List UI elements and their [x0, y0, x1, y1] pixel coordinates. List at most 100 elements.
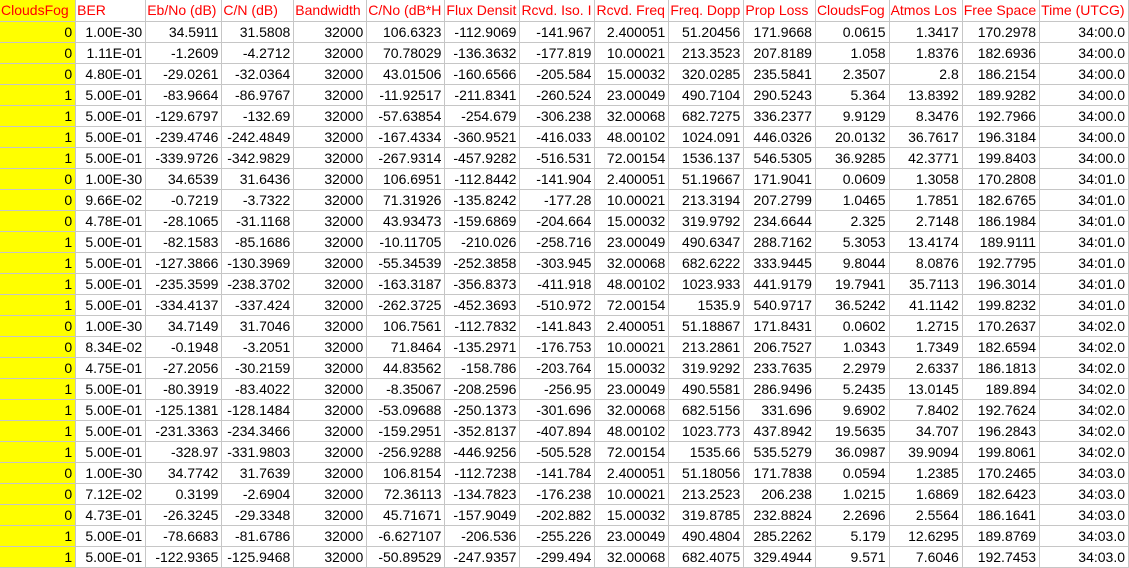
table-cell[interactable]: 36.5242	[815, 294, 890, 316]
table-cell[interactable]: 23.00049	[594, 231, 670, 253]
table-cell[interactable]: -26.3245	[145, 504, 223, 526]
table-cell[interactable]: 32000	[293, 231, 368, 253]
table-cell[interactable]: 2.400051	[594, 21, 670, 43]
table-cell[interactable]: -204.664	[519, 210, 596, 232]
table-cell[interactable]: -3.2051	[221, 336, 295, 358]
table-cell[interactable]: 43.93473	[366, 210, 446, 232]
table-cell[interactable]: 199.8403	[962, 147, 1041, 169]
table-cell[interactable]: -134.7823	[444, 483, 521, 505]
table-cell[interactable]: 106.8154	[366, 462, 446, 484]
table-cell[interactable]: 170.2808	[962, 168, 1041, 190]
table-cell[interactable]: 192.7453	[962, 546, 1041, 568]
table-cell[interactable]: 319.9792	[668, 210, 745, 232]
table-cell[interactable]: 32000	[293, 189, 368, 211]
table-cell[interactable]: 490.7104	[668, 84, 745, 106]
table-cell[interactable]: 34.6539	[145, 168, 223, 190]
table-cell[interactable]: -125.9468	[221, 546, 295, 568]
table-cell[interactable]: 2.400051	[594, 315, 670, 337]
table-cell[interactable]: -234.3466	[221, 420, 295, 442]
cloudsfog-flag-cell[interactable]: 1	[0, 252, 77, 274]
table-cell[interactable]: 32.00068	[594, 399, 670, 421]
table-cell[interactable]: -176.238	[519, 483, 596, 505]
table-cell[interactable]: 446.0326	[743, 126, 816, 148]
table-cell[interactable]: -29.0261	[145, 63, 223, 85]
table-cell[interactable]: 23.00049	[594, 378, 670, 400]
table-cell[interactable]: 32000	[293, 63, 368, 85]
table-cell[interactable]: 5.00E-01	[75, 231, 147, 253]
table-cell[interactable]: 35.7113	[889, 273, 963, 295]
table-cell[interactable]: 34:00.0	[1039, 147, 1129, 169]
table-cell[interactable]: 196.3014	[962, 273, 1041, 295]
table-cell[interactable]: 15.00032	[594, 357, 670, 379]
table-cell[interactable]: 286.9496	[743, 378, 816, 400]
table-cell[interactable]: 192.7966	[962, 105, 1041, 127]
table-cell[interactable]: 13.8392	[889, 84, 963, 106]
table-cell[interactable]: -10.11705	[366, 231, 446, 253]
table-cell[interactable]: -334.4137	[145, 294, 223, 316]
cloudsfog-flag-cell[interactable]: 1	[0, 84, 77, 106]
cloudsfog-flag-cell[interactable]: 1	[0, 231, 77, 253]
table-cell[interactable]: 32000	[293, 273, 368, 295]
table-cell[interactable]: -416.033	[519, 126, 596, 148]
table-cell[interactable]: 72.00154	[594, 147, 670, 169]
table-cell[interactable]: -8.35067	[366, 378, 446, 400]
table-cell[interactable]: -205.584	[519, 63, 596, 85]
table-cell[interactable]: -85.1686	[221, 231, 295, 253]
column-header-cell[interactable]: CloudsFog	[0, 0, 77, 22]
table-cell[interactable]: 290.5243	[743, 84, 816, 106]
table-cell[interactable]: 682.6222	[668, 252, 745, 274]
table-cell[interactable]: -159.2951	[366, 420, 446, 442]
column-header-cell[interactable]: Rcvd. Freq	[594, 0, 670, 22]
table-cell[interactable]: -206.536	[444, 525, 521, 547]
table-cell[interactable]: 4.78E-01	[75, 210, 147, 232]
table-cell[interactable]: 331.696	[743, 399, 816, 421]
table-cell[interactable]: 171.7838	[743, 462, 816, 484]
table-cell[interactable]: 170.2978	[962, 21, 1041, 43]
table-cell[interactable]: 2.400051	[594, 462, 670, 484]
table-cell[interactable]: 34:02.0	[1039, 357, 1129, 379]
table-cell[interactable]: 48.00102	[594, 126, 670, 148]
table-cell[interactable]: 8.34E-02	[75, 336, 147, 358]
table-cell[interactable]: -2.6904	[221, 483, 295, 505]
table-cell[interactable]: 5.00E-01	[75, 273, 147, 295]
table-cell[interactable]: 71.31926	[366, 189, 446, 211]
table-cell[interactable]: -29.3348	[221, 504, 295, 526]
column-header-cell[interactable]: C/No (dB*H	[366, 0, 446, 22]
table-cell[interactable]: 32000	[293, 294, 368, 316]
table-cell[interactable]: 34:01.0	[1039, 273, 1129, 295]
table-cell[interactable]: 535.5279	[743, 441, 816, 463]
table-cell[interactable]: 39.9094	[889, 441, 963, 463]
table-cell[interactable]: 34:01.0	[1039, 231, 1129, 253]
table-cell[interactable]: 32000	[293, 42, 368, 64]
table-cell[interactable]: -337.424	[221, 294, 295, 316]
table-cell[interactable]: 0.3199	[145, 483, 223, 505]
table-cell[interactable]: 51.18867	[668, 315, 745, 337]
table-cell[interactable]: 71.8464	[366, 336, 446, 358]
table-cell[interactable]: 1.8376	[889, 42, 963, 64]
table-cell[interactable]: 32000	[293, 168, 368, 190]
table-cell[interactable]: -4.2712	[221, 42, 295, 64]
table-cell[interactable]: 32000	[293, 357, 368, 379]
table-cell[interactable]: 182.6936	[962, 42, 1041, 64]
table-cell[interactable]: 36.0987	[815, 441, 890, 463]
table-cell[interactable]: 9.8044	[815, 252, 890, 274]
cloudsfog-flag-cell[interactable]: 1	[0, 420, 77, 442]
table-cell[interactable]: 189.8769	[962, 525, 1041, 547]
table-cell[interactable]: -11.92517	[366, 84, 446, 106]
table-cell[interactable]: 34:03.0	[1039, 504, 1129, 526]
table-cell[interactable]: 32000	[293, 147, 368, 169]
table-cell[interactable]: 1.0215	[815, 483, 890, 505]
table-cell[interactable]: 1.2715	[889, 315, 963, 337]
table-cell[interactable]: 9.6902	[815, 399, 890, 421]
table-cell[interactable]: 32000	[293, 336, 368, 358]
table-cell[interactable]: 437.8942	[743, 420, 816, 442]
table-cell[interactable]: 5.00E-01	[75, 525, 147, 547]
cloudsfog-flag-cell[interactable]: 1	[0, 525, 77, 547]
table-cell[interactable]: 235.5841	[743, 63, 816, 85]
table-cell[interactable]: 1.7349	[889, 336, 963, 358]
cloudsfog-flag-cell[interactable]: 1	[0, 147, 77, 169]
table-cell[interactable]: 233.7635	[743, 357, 816, 379]
table-cell[interactable]: 7.12E-02	[75, 483, 147, 505]
cloudsfog-flag-cell[interactable]: 0	[0, 315, 77, 337]
table-cell[interactable]: 32000	[293, 525, 368, 547]
